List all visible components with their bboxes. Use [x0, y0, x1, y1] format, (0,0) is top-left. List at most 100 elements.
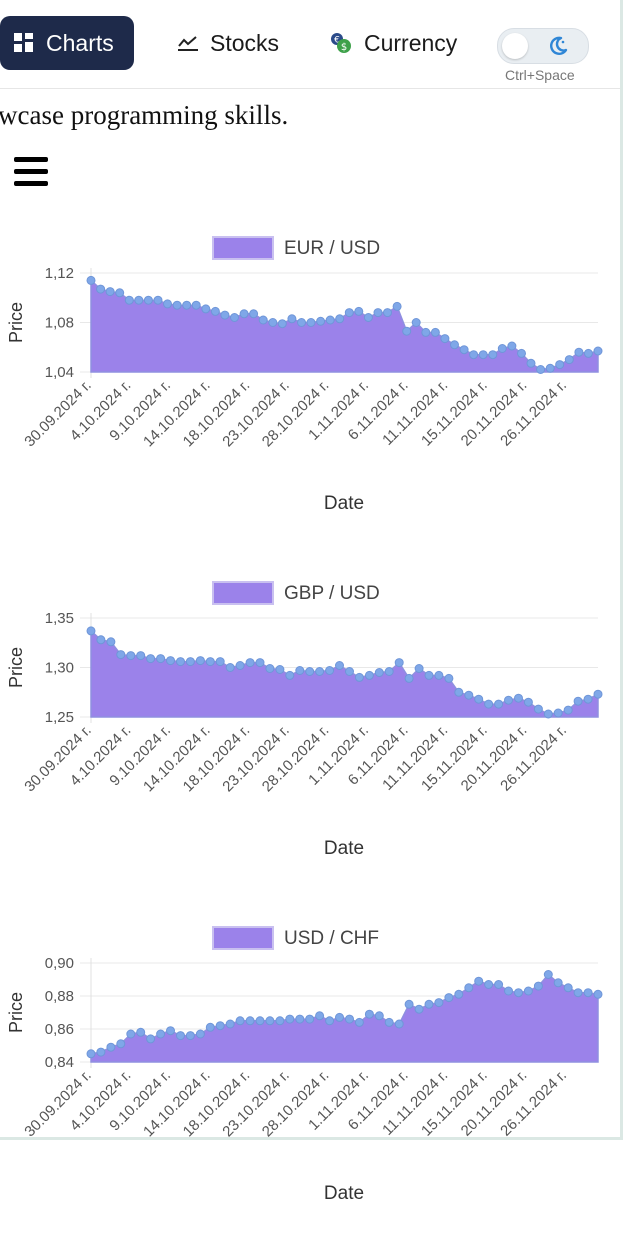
gbp-usd-chart: GBP / USD 1,25 1,30 1,35 Price 30.09.2024 г. 4…	[0, 575, 620, 895]
data-point	[494, 980, 504, 989]
data-point	[563, 705, 573, 715]
data-point	[440, 334, 450, 344]
data-point	[536, 365, 546, 374]
data-point	[543, 709, 553, 719]
data-point	[220, 310, 230, 320]
data-point	[383, 308, 392, 318]
data-point	[504, 695, 513, 705]
data-point	[504, 986, 513, 996]
data-point	[354, 672, 364, 682]
legend-swatch	[212, 926, 274, 950]
stocks-nav-label: Stocks	[210, 29, 280, 56]
data-point	[474, 976, 484, 986]
y-axis-label: Price	[6, 302, 26, 343]
currency-nav-button[interactable]: € $ Currency	[330, 16, 457, 70]
data-point	[275, 665, 285, 674]
stocks-nav-button[interactable]: Stocks	[178, 16, 279, 70]
data-point	[335, 661, 344, 670]
data-point	[153, 295, 163, 305]
data-point	[258, 315, 268, 325]
data-point	[523, 697, 533, 707]
x-axis-label: Date	[324, 1183, 364, 1204]
data-point	[285, 1014, 295, 1024]
data-point	[484, 980, 494, 989]
data-point	[96, 635, 106, 645]
data-point	[363, 313, 373, 322]
y-tick-label: 1,25	[45, 709, 74, 726]
data-point	[245, 658, 255, 668]
charts-nav-label: Charts	[46, 29, 114, 56]
data-point	[295, 1014, 305, 1024]
data-point	[533, 704, 543, 714]
x-axis-label: Date	[324, 838, 364, 859]
data-point	[545, 363, 555, 373]
data-point	[245, 1016, 255, 1026]
menu-icon[interactable]	[14, 157, 48, 187]
data-point	[191, 300, 201, 310]
data-point	[404, 999, 414, 1009]
data-point	[305, 667, 315, 676]
data-point	[434, 670, 444, 680]
area-series	[90, 629, 599, 718]
data-point	[96, 284, 106, 294]
data-point	[235, 661, 245, 670]
data-point	[497, 344, 507, 353]
data-point	[126, 651, 136, 661]
data-point	[106, 637, 116, 647]
data-point	[255, 1016, 265, 1026]
data-point	[335, 314, 345, 324]
data-point	[136, 651, 146, 661]
data-point	[414, 664, 424, 673]
data-point	[205, 657, 215, 667]
svg-text:€: €	[334, 36, 340, 46]
data-point	[373, 308, 383, 318]
data-point	[533, 981, 543, 991]
data-point	[414, 1004, 424, 1014]
moon-icon	[547, 35, 569, 62]
data-point	[345, 667, 354, 676]
data-point	[464, 690, 474, 700]
data-point	[124, 295, 134, 305]
y-tick-label: 1,12	[45, 265, 74, 282]
y-tick-label: 0,90	[45, 955, 74, 972]
data-point	[249, 309, 259, 319]
data-point	[564, 355, 574, 365]
data-point	[553, 708, 563, 718]
data-point	[494, 699, 504, 709]
data-point	[195, 1029, 205, 1039]
data-point	[478, 350, 488, 360]
data-point	[484, 699, 494, 709]
data-point	[421, 327, 431, 337]
data-point	[172, 300, 182, 310]
y-tick-label: 1,30	[45, 660, 74, 677]
data-point	[364, 670, 374, 680]
data-point	[156, 654, 166, 664]
legend-swatch	[212, 581, 274, 605]
data-point	[146, 1034, 156, 1044]
data-point	[454, 989, 464, 999]
data-point	[404, 673, 414, 683]
data-point	[306, 318, 316, 327]
data-point	[287, 314, 297, 324]
data-point	[526, 358, 536, 368]
data-point	[402, 326, 412, 336]
data-point	[325, 666, 335, 675]
data-point	[285, 670, 295, 680]
data-point	[136, 1027, 146, 1037]
data-point	[593, 989, 603, 999]
data-point	[474, 694, 484, 704]
top-navbar: Charts Stocks € $ Currency	[0, 0, 620, 89]
charts-nav-button[interactable]: Charts	[0, 16, 134, 70]
data-point	[424, 999, 434, 1009]
data-point	[583, 988, 593, 998]
data-point	[454, 687, 464, 697]
data-point	[185, 1031, 195, 1041]
data-point	[345, 1014, 354, 1024]
data-point	[195, 656, 205, 666]
theme-toggle[interactable]	[497, 28, 589, 64]
data-point	[543, 970, 553, 979]
data-point	[116, 1039, 126, 1049]
data-point	[275, 1016, 285, 1026]
data-point	[106, 1042, 116, 1052]
